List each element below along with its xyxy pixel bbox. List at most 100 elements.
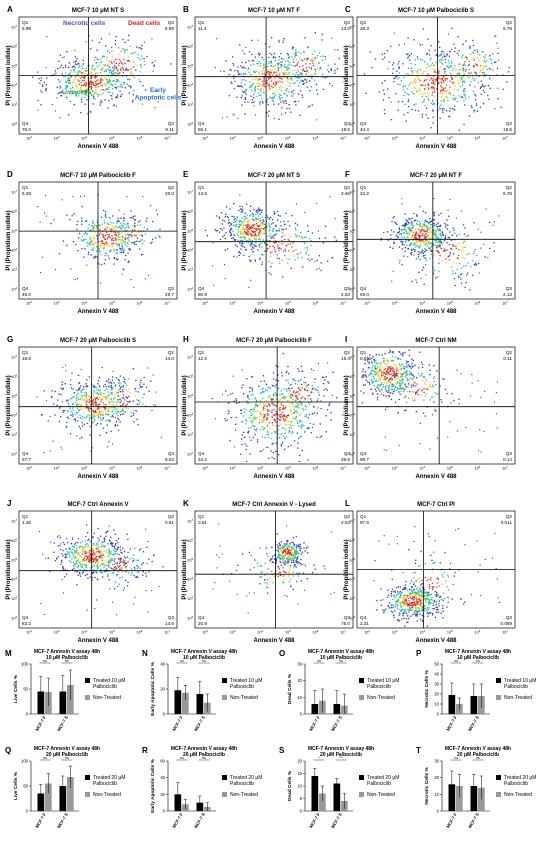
event-dot [453, 67, 455, 69]
event-dot [307, 427, 309, 429]
event-dot [105, 45, 107, 47]
event-dot [247, 235, 249, 237]
event-dot [439, 224, 442, 226]
x-tick-label: 105 [447, 135, 453, 141]
event-dot [436, 223, 438, 225]
event-dot [284, 418, 287, 420]
event-dot [122, 226, 124, 228]
event-dot [111, 84, 113, 86]
event-dot [93, 257, 95, 259]
event-dot [300, 72, 302, 74]
event-dot [446, 249, 449, 251]
event-dot [310, 368, 313, 370]
event-dot [244, 219, 246, 221]
event-dot [435, 250, 437, 252]
event-dot [288, 427, 290, 429]
event-dot [272, 398, 274, 400]
event-dot [236, 70, 239, 72]
event-dot [251, 421, 253, 424]
event-dot [247, 394, 249, 397]
event-dot [418, 246, 420, 248]
event-dot [308, 254, 310, 256]
event-dot [441, 242, 444, 244]
event-dot [427, 239, 429, 242]
event-dot [216, 230, 218, 232]
event-dot [110, 249, 112, 251]
event-dot [268, 83, 270, 86]
event-dot [294, 65, 296, 67]
event-dot [261, 80, 264, 83]
event-dot [274, 65, 276, 67]
event-dot [460, 278, 462, 280]
event-dot [416, 240, 418, 242]
event-dot [475, 63, 477, 65]
event-dot [275, 421, 277, 423]
event-dot [287, 365, 289, 368]
event-dot [310, 245, 312, 247]
event-dot [73, 418, 75, 420]
y-axis-label: PI (Propidium iodide) [344, 210, 350, 270]
event-dot [110, 75, 112, 77]
event-dot [458, 276, 460, 278]
event-dot [457, 73, 459, 75]
event-dot [271, 409, 273, 411]
event-dot [498, 215, 500, 217]
event-dot [497, 47, 499, 49]
event-dot [300, 365, 302, 368]
event-dot [67, 410, 69, 412]
event-dot [258, 234, 260, 236]
event-dot [117, 85, 119, 88]
event-dot [134, 228, 137, 230]
event-dot [473, 263, 475, 266]
event-dot [286, 67, 288, 69]
event-dot [314, 57, 316, 59]
event-dot [267, 240, 269, 242]
event-dot [292, 395, 294, 397]
event-dot [433, 89, 436, 91]
event-dot [280, 417, 282, 419]
event-dot [297, 398, 299, 400]
event-dot [463, 63, 465, 65]
event-dot [419, 69, 422, 71]
event-dot [82, 415, 84, 417]
event-dot [52, 440, 54, 442]
event-dot [452, 243, 454, 246]
event-dot [404, 226, 406, 228]
event-dot [85, 417, 88, 419]
event-dot [138, 79, 140, 81]
event-dot [305, 73, 307, 75]
q1-value: 18.8 [22, 356, 31, 361]
event-dot [288, 423, 290, 425]
event-dot [464, 90, 466, 93]
event-dot [129, 45, 131, 47]
event-dot [401, 236, 403, 238]
event-dot [275, 225, 277, 227]
event-dot [322, 88, 325, 90]
event-dot [447, 59, 450, 62]
event-dot [256, 218, 258, 220]
event-dot [406, 244, 408, 246]
event-dot [93, 396, 95, 398]
event-dot [90, 82, 93, 84]
event-dot [122, 389, 124, 391]
event-dot [77, 237, 80, 239]
event-dot [285, 406, 287, 409]
event-dot [131, 241, 133, 244]
event-dot [266, 446, 268, 448]
event-dot [78, 66, 80, 69]
event-dot [394, 77, 396, 79]
event-dot [243, 75, 245, 77]
event-dot [86, 379, 88, 381]
event-dot [256, 410, 258, 412]
event-dot [455, 262, 457, 264]
event-dot [271, 399, 273, 401]
event-dot [248, 86, 251, 88]
event-dot [461, 81, 463, 84]
event-dot [71, 87, 74, 89]
event-dot [275, 450, 277, 453]
event-dot [100, 246, 102, 248]
event-dot [242, 221, 245, 223]
event-dot [232, 56, 234, 58]
event-dot [419, 222, 421, 225]
event-dot [277, 244, 279, 246]
